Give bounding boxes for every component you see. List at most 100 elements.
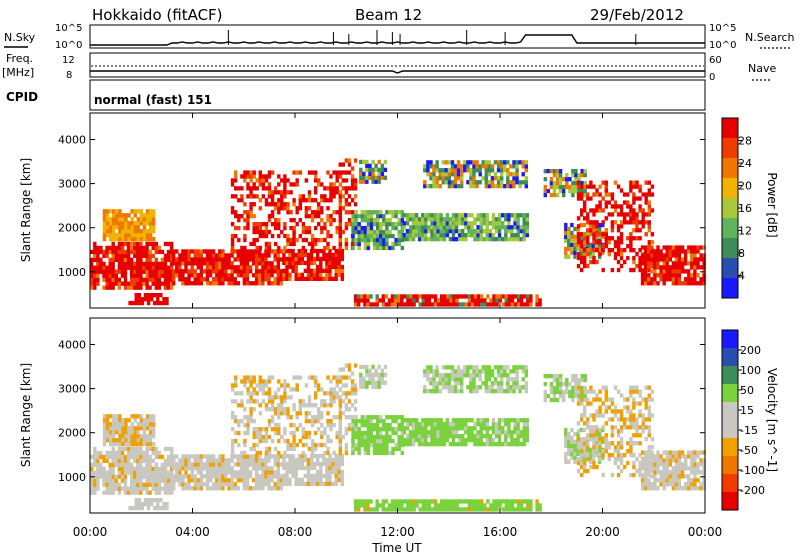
velocity-cell — [233, 474, 237, 479]
velocity-cell — [255, 486, 259, 491]
velocity-cell — [301, 399, 306, 404]
velocity-cell — [574, 382, 578, 387]
velocity-cell — [482, 418, 486, 423]
power-cell — [118, 233, 122, 238]
power-cell — [408, 217, 413, 222]
velocity-cell — [328, 469, 332, 475]
velocity-cell — [365, 368, 369, 373]
velocity-cell — [283, 411, 287, 416]
power-cell — [687, 273, 691, 278]
power-cell — [264, 257, 268, 262]
velocity-cell — [114, 462, 118, 467]
velocity-cell — [444, 365, 448, 370]
velocity-cell — [580, 449, 584, 454]
power-cell — [215, 281, 219, 286]
velocity-cell — [233, 470, 237, 475]
power-cell — [202, 269, 207, 274]
power-cell — [516, 213, 520, 218]
velocity-cell — [385, 450, 389, 456]
velocity-cell — [126, 450, 131, 456]
power-cell — [353, 294, 358, 299]
velocity-cell — [121, 418, 125, 423]
power-cell — [105, 249, 109, 255]
power-cell — [357, 302, 361, 307]
velocity-cell — [394, 446, 398, 452]
velocity-cell — [285, 461, 289, 467]
velocity-cell — [354, 430, 358, 436]
power-cell — [350, 198, 355, 203]
power-cell — [644, 232, 648, 237]
power-cell — [270, 170, 275, 175]
velocity-cell — [102, 474, 106, 479]
power-cell — [267, 273, 271, 278]
velocity-cell — [264, 462, 268, 467]
velocity-cell — [282, 465, 286, 471]
power-cell — [472, 164, 476, 169]
velocity-cell — [564, 439, 568, 445]
velocity-cell — [319, 461, 323, 467]
velocity-cell — [117, 466, 122, 471]
power-cell — [583, 248, 587, 253]
velocity-cell — [190, 466, 194, 471]
power-cell — [394, 241, 398, 247]
power-cell — [644, 249, 648, 254]
power-cell — [243, 245, 247, 251]
power-cell — [105, 269, 109, 274]
velocity-cell — [357, 430, 361, 436]
velocity-cell — [353, 507, 358, 512]
power-cell — [267, 253, 271, 258]
velocity-cell — [479, 422, 483, 427]
power-cell — [314, 186, 318, 191]
power-cell — [335, 186, 339, 191]
velocity-cell — [304, 403, 309, 408]
velocity-cell — [535, 507, 539, 512]
power-cell — [170, 253, 174, 258]
velocity-cell — [285, 481, 289, 486]
power-cell — [297, 272, 301, 277]
power-cell — [455, 302, 459, 307]
velocity-cell — [507, 426, 511, 431]
power-cell — [400, 214, 404, 219]
velocity-cell — [411, 418, 416, 423]
power-cell — [105, 281, 109, 286]
power-cell — [449, 298, 453, 303]
velocity-cell — [118, 442, 122, 447]
velocity-cell — [142, 450, 146, 456]
velocity-cell — [344, 383, 349, 388]
velocity-cell — [641, 413, 645, 418]
velocity-cell — [493, 381, 498, 386]
power-cell — [613, 220, 618, 225]
velocity-cell — [638, 472, 642, 478]
power-cell — [337, 260, 341, 266]
power-cell — [647, 273, 651, 278]
power-cell — [363, 241, 368, 247]
power-cell — [449, 294, 453, 299]
power-cell — [133, 261, 137, 266]
power-cell — [460, 180, 464, 185]
power-cell — [444, 176, 448, 181]
velocity-cell — [109, 434, 113, 439]
power-cell — [408, 237, 413, 242]
velocity-cell — [538, 503, 542, 508]
power-cell — [653, 257, 657, 262]
power-cell — [322, 252, 326, 258]
power-cell — [276, 253, 280, 258]
power-cell — [102, 225, 107, 230]
velocity-cell — [580, 460, 584, 466]
velocity-cell — [632, 397, 636, 402]
power-cell — [309, 248, 314, 254]
power-colorbar-swatch — [722, 238, 738, 259]
power-cell — [170, 257, 174, 262]
power-cell — [289, 210, 293, 215]
velocity-cell — [243, 430, 247, 436]
velocity-cell — [408, 438, 413, 443]
power-cell — [230, 261, 234, 266]
velocity-cell — [230, 454, 234, 459]
velocity-cell — [558, 393, 563, 399]
velocity-cell — [306, 477, 311, 482]
power-cell — [319, 248, 323, 254]
velocity-cell — [181, 474, 185, 479]
velocity-cell — [133, 438, 137, 443]
velocity-cell — [326, 403, 330, 408]
velocity-cell — [418, 442, 422, 447]
